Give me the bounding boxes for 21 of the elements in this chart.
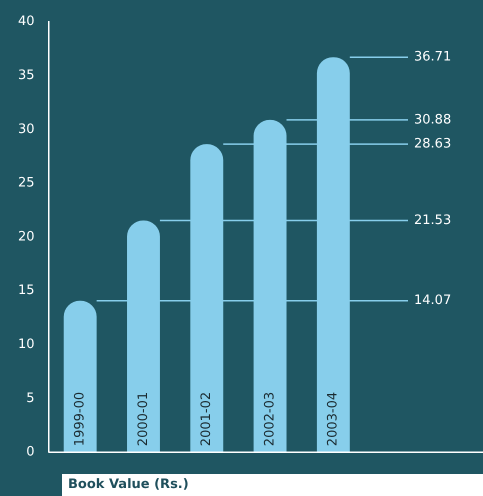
x-tick-label: 2001-02 [199,392,214,446]
x-tick-label: 2003-04 [326,392,341,446]
y-tick-label: 40 [18,14,35,30]
y-tick-label: 10 [18,336,35,352]
x-tick-label: 1999-00 [72,392,88,446]
text: Book Value (Rs.) [62,474,483,496]
x-tick-label: 2000-01 [136,392,151,446]
y-tick-label: 30 [18,122,35,137]
bar [64,300,97,452]
ref-line-label: 30.88 [414,112,452,128]
ref-line-label: 28.63 [414,136,452,152]
x-tick-label: 2002-03 [262,392,278,446]
y-tick-label: 5 [26,390,35,406]
y-tick-label: 0 [26,444,35,460]
ref-line-label: 21.53 [414,212,452,228]
ref-line-label: 14.07 [414,293,452,308]
ref-line-label: 36.71 [414,50,452,65]
y-tick-label: 15 [18,283,35,298]
y-tick-label: 35 [18,68,35,83]
y-tick-label: 20 [18,229,35,244]
y-tick-label: 25 [18,176,35,191]
